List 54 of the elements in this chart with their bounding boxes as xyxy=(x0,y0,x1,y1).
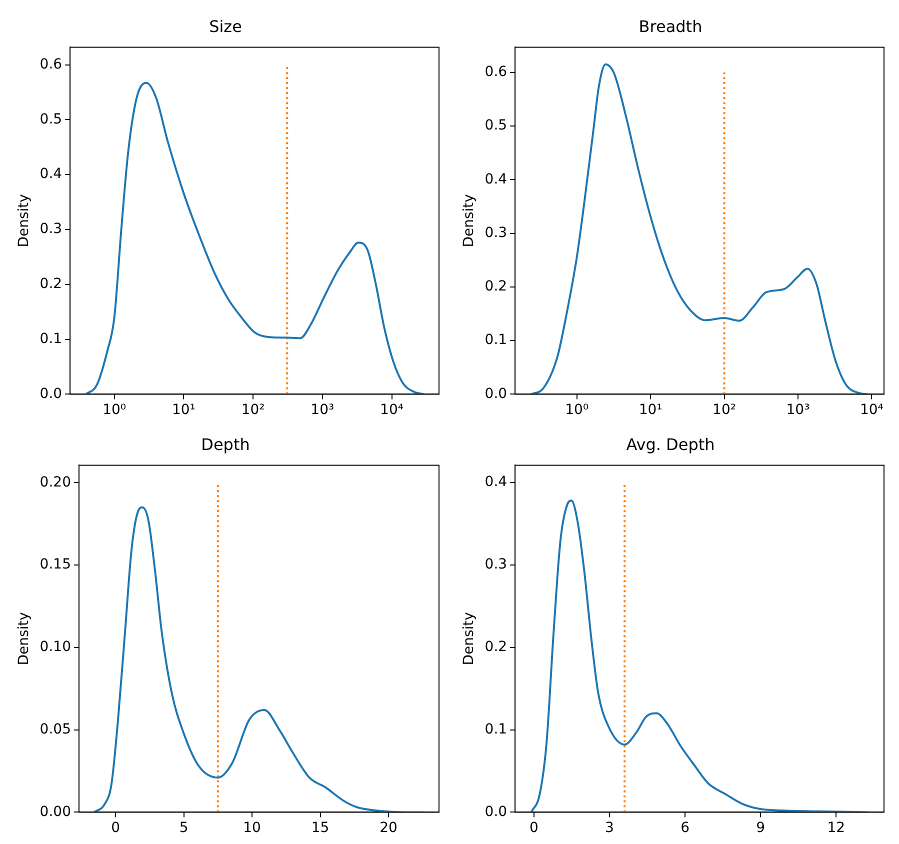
y-tick-label: 0.2 xyxy=(40,276,62,292)
line-series xyxy=(93,506,425,812)
x-tick-label: 3 xyxy=(605,820,614,836)
chart-title: Breadth xyxy=(638,16,702,36)
y-tick-label: 0.2 xyxy=(484,278,508,295)
x-tick-label: 10² xyxy=(712,402,736,418)
x-tick-label: 5 xyxy=(179,820,188,836)
y-tick-label: 0.0 xyxy=(484,804,508,820)
x-tick-label: 9 xyxy=(756,820,766,836)
x-tick-label: 10³ xyxy=(786,402,810,418)
y-tick-label: 0.00 xyxy=(40,804,71,820)
y-tick-label: 0.15 xyxy=(40,556,71,573)
y-axis-title: Density xyxy=(461,612,478,666)
y-tick-label: 0.1 xyxy=(484,332,508,348)
x-tick-label: 10³ xyxy=(310,402,334,418)
y-tick-label: 0.3 xyxy=(484,556,508,573)
y-tick-label: 0.2 xyxy=(484,638,508,655)
y-tick-label: 0.3 xyxy=(40,221,62,238)
y-axis-title: Density xyxy=(16,194,32,248)
y-tick-label: 0.05 xyxy=(40,721,71,738)
y-tick-label: 0.3 xyxy=(484,224,508,241)
line-series xyxy=(530,500,870,812)
y-tick-label: 0.5 xyxy=(484,118,508,134)
y-tick-label: 0.0 xyxy=(484,386,508,402)
y-tick-label: 0.4 xyxy=(40,166,62,182)
y-tick-label: 0.6 xyxy=(40,56,62,72)
y-axis-title: Density xyxy=(16,612,32,666)
x-tick-label: 10⁰ xyxy=(565,402,589,418)
x-tick-label: 10² xyxy=(241,402,265,418)
x-tick-label: 10¹ xyxy=(172,402,196,418)
chart-title: Size xyxy=(209,16,242,36)
x-tick-label: 6 xyxy=(680,820,690,836)
x-tick-label: 10 xyxy=(243,820,261,836)
x-tick-label: 0 xyxy=(111,820,120,836)
y-tick-label: 0.4 xyxy=(484,171,508,188)
y-tick-label: 0.4 xyxy=(484,474,508,490)
x-tick-label: 15 xyxy=(311,820,330,836)
y-axis-title: Density xyxy=(461,194,478,248)
chart-title: Depth xyxy=(201,434,250,454)
x-tick-label: 0 xyxy=(529,820,538,836)
y-tick-label: 0.20 xyxy=(40,474,71,490)
y-tick-label: 0.10 xyxy=(40,639,71,656)
chart-title: Avg. Depth xyxy=(626,434,715,454)
x-tick-label: 10⁴ xyxy=(380,402,404,418)
x-tick-label: 12 xyxy=(827,820,846,836)
x-tick-label: 10⁴ xyxy=(860,402,884,418)
y-tick-label: 0.6 xyxy=(484,64,508,80)
x-tick-label: 10¹ xyxy=(638,402,662,418)
y-tick-label: 0.1 xyxy=(40,330,62,347)
x-tick-label: 10⁰ xyxy=(102,402,126,418)
x-tick-label: 20 xyxy=(380,820,398,836)
y-tick-label: 0.1 xyxy=(484,721,508,738)
y-tick-label: 0.0 xyxy=(40,386,62,402)
y-tick-label: 0.5 xyxy=(40,111,62,128)
